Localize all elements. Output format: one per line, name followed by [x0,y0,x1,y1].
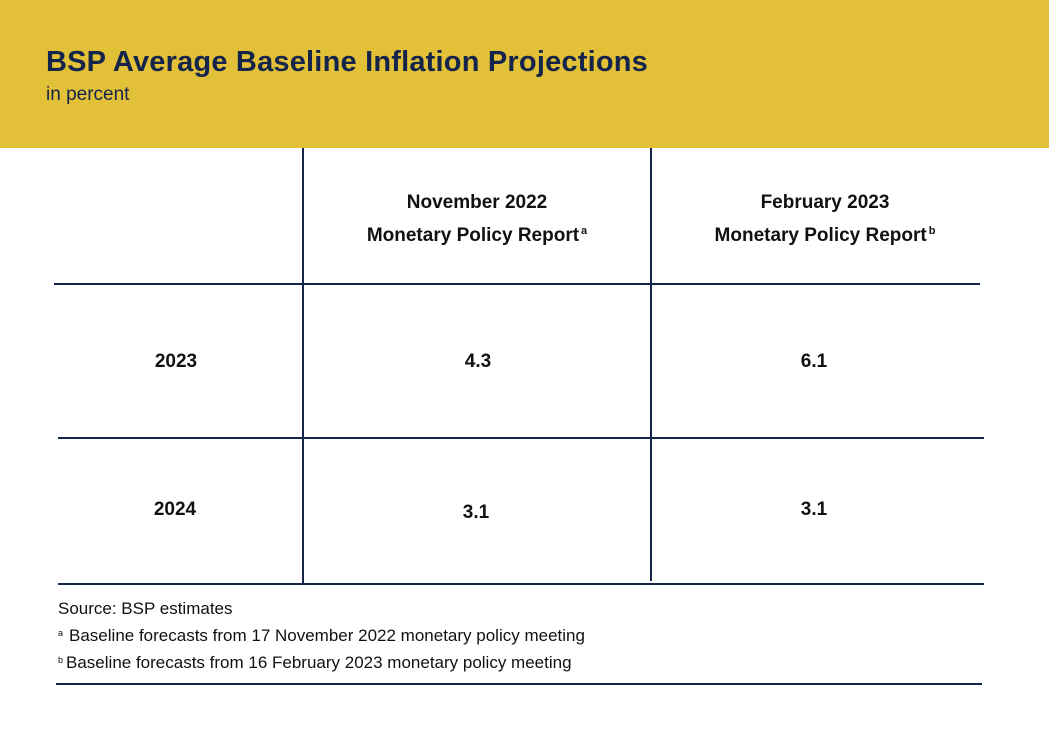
page-subtitle: in percent [46,84,130,105]
row-divider [58,437,984,439]
footnote-marker: a [58,628,64,638]
header-row-divider [54,283,980,285]
value-2023-nov-2022: 4.3 [464,351,492,372]
value-2023-feb-2023: 6.1 [800,351,828,372]
footnote-marker: b [58,655,64,665]
row-label-2024: 2024 [153,499,197,520]
value-2024-feb-2023: 3.1 [800,499,828,520]
column-header-nov-2022: November 2022 Monetary Policy Report a [367,189,587,250]
footnote-b: b Baseline forecasts from 16 February 202… [58,653,572,672]
column-divider-1 [302,148,304,583]
column-header-feb-2023: February 2023 Monetary Policy Report b [715,189,936,250]
page-title: BSP Average Baseline Inflation Projectio… [46,46,649,78]
table-bottom-rule [58,583,984,585]
table-notes: Source: BSP estimates a Baseline forecast… [58,596,585,675]
footnote-marker: a [581,225,588,237]
column-header-line1: February 2023 [760,192,890,213]
column-header-line2: Monetary Policy Report b [714,225,936,246]
column-divider-2 [650,148,652,581]
title-banner: BSP Average Baseline Inflation Projectio… [0,0,1049,148]
notes-bottom-rule [56,683,982,685]
column-header-line2: Monetary Policy Report a [366,225,588,246]
value-2024-nov-2022: 3.1 [462,502,490,523]
row-label-2023: 2023 [154,351,198,372]
footnote-a: a Baseline forecasts from 17 November 202… [58,626,585,645]
column-header-line1: November 2022 [406,192,548,213]
source-note: Source: BSP estimates [58,599,233,618]
footnote-marker: b [928,225,936,237]
